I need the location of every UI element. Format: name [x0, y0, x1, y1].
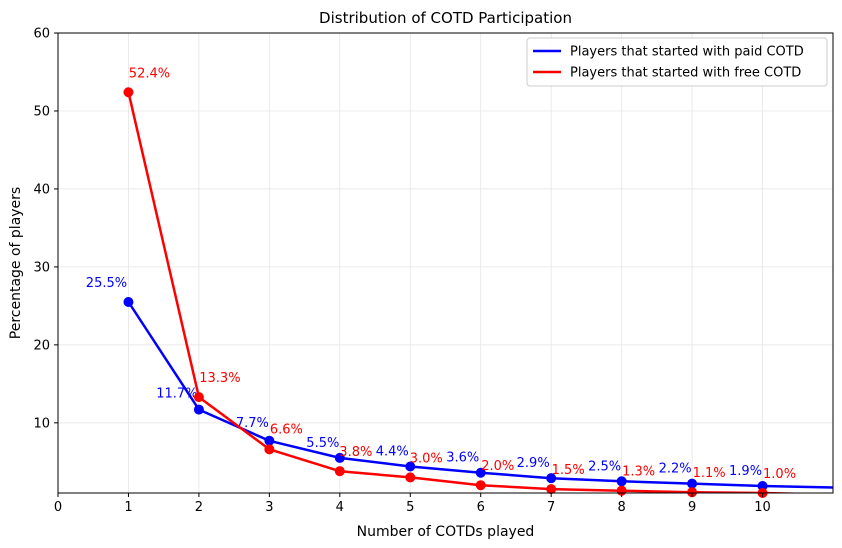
legend: Players that started with paid COTD Playe… — [526, 37, 828, 87]
data-point — [757, 480, 768, 491]
data-label: 52.4% — [129, 66, 170, 81]
data-point — [616, 476, 627, 487]
data-label: 1.9% — [729, 464, 762, 479]
data-label: 1.0% — [763, 467, 796, 482]
data-label: 2.5% — [588, 459, 621, 474]
data-label: 4.4% — [376, 444, 409, 459]
series-layer: 25.5%11.7%7.7%5.5%4.4% 3.6% 2.9% 2.5% 2.2% 1.… — [86, 66, 833, 498]
x-tick-label: 9 — [688, 500, 696, 515]
data-point — [123, 87, 134, 98]
data-label: 25.5% — [86, 276, 127, 291]
legend-label: Players that started with free COTD — [570, 66, 801, 81]
data-point — [687, 487, 698, 498]
data-point — [475, 467, 486, 478]
data-label: 11.7% — [156, 387, 197, 402]
data-label: 6.6% — [270, 422, 303, 437]
y-tick-label: 10 — [33, 416, 50, 431]
data-label: 5.5% — [306, 436, 339, 451]
x-tick-label: 3 — [265, 500, 273, 515]
data-point — [687, 478, 698, 489]
x-tick-label: 6 — [477, 500, 485, 515]
data-label: 7.7% — [236, 416, 269, 431]
x-tick-label: 2 — [195, 500, 203, 515]
grid — [57, 32, 833, 493]
data-label: 1.5% — [552, 463, 585, 478]
data-point — [193, 392, 204, 403]
data-point — [475, 480, 486, 491]
axes: 0 1 2 3 4 5 6 7 8 9 10 10 20 30 40 50 60 — [33, 27, 834, 515]
y-tick-label: 60 — [33, 27, 50, 42]
legend-box — [526, 37, 828, 87]
x-tick-label: 0 — [54, 500, 62, 515]
x-tick-label: 7 — [547, 500, 555, 515]
data-point — [123, 296, 134, 307]
data-label: 3.0% — [410, 451, 443, 466]
data-point — [546, 484, 557, 495]
data-point — [334, 452, 345, 463]
x-tick-label: 10 — [754, 500, 771, 515]
data-label: 2.9% — [517, 456, 550, 471]
data-label: 1.1% — [693, 466, 726, 481]
x-tick-label: 5 — [406, 500, 414, 515]
data-label: 2.0% — [481, 459, 514, 474]
data-point — [405, 472, 416, 483]
chart-title: Distribution of COTD Participation — [319, 9, 572, 27]
data-point — [334, 466, 345, 477]
data-point — [405, 461, 416, 472]
y-tick-label: 50 — [33, 104, 50, 119]
data-label: 2.2% — [659, 462, 692, 477]
y-tick-label: 40 — [33, 182, 50, 197]
data-label: 3.6% — [446, 451, 479, 466]
plot-frame — [57, 32, 834, 494]
data-point — [193, 404, 204, 415]
x-axis-label: Number of COTDs played — [357, 524, 535, 540]
data-point — [264, 435, 275, 446]
x-tick-label: 1 — [124, 500, 132, 515]
data-point — [546, 473, 557, 484]
y-tick-label: 20 — [33, 338, 50, 353]
legend-label: Players that started with paid COTD — [570, 45, 804, 60]
data-point — [264, 444, 275, 455]
data-label: 1.3% — [622, 465, 655, 480]
data-label: 3.8% — [339, 445, 372, 460]
x-tick-label: 8 — [617, 500, 625, 515]
y-tick-label: 30 — [33, 260, 50, 275]
y-axis-label: Percentage of players — [8, 187, 24, 339]
x-tick-label: 4 — [336, 500, 344, 515]
data-label: 13.3% — [199, 371, 240, 386]
